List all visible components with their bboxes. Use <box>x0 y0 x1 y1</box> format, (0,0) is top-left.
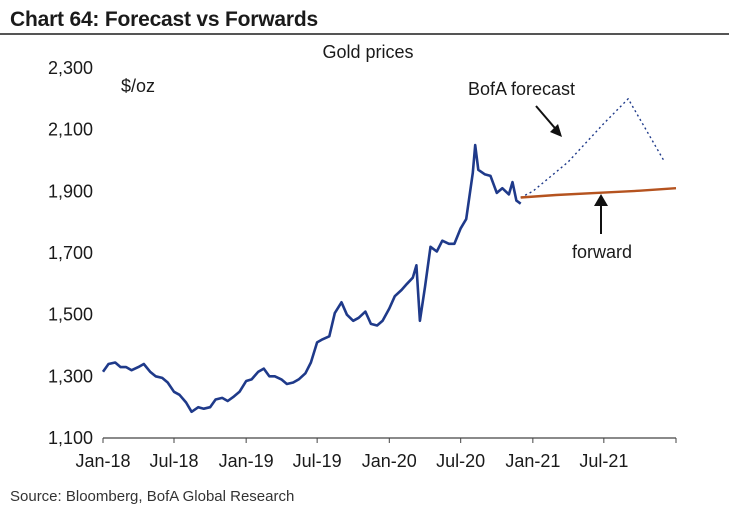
x-tick-labels: Jan-18 Jul-18 Jan-19 Jul-19 Jan-20 Jul-20 Jan-… <box>75 438 677 471</box>
source-note: Source: Bloomberg, BofA Global Research <box>10 488 295 505</box>
y-tick-labels: 1,100 1,300 1,500 1,700 1,900 2,100 2,300 <box>48 58 93 448</box>
y-tick-label: 2,300 <box>48 58 93 78</box>
x-tick-label: Jul-18 <box>149 451 198 471</box>
arrow-to-forecast <box>535 105 562 137</box>
gold-price-chart: Gold prices $/oz 1,100 1,300 1,500 1,700 1,9… <box>48 42 677 471</box>
chart-number-title: Chart 64: Forecast vs Forwards <box>10 8 318 31</box>
y-tick-label: 1,700 <box>48 243 93 263</box>
y-tick-label: 1,900 <box>48 181 93 201</box>
annotation-bofa-forecast: BofA forecast <box>468 79 575 99</box>
gold-spot-price-line <box>101 143 522 414</box>
forward-curve-line <box>520 187 677 199</box>
x-tick-label: Jul-21 <box>579 451 628 471</box>
y-tick-label: 1,100 <box>48 428 93 448</box>
x-tick-label: Jan-18 <box>75 451 130 471</box>
y-tick-label: 1,300 <box>48 366 93 386</box>
y-tick-label: 1,500 <box>48 305 93 325</box>
x-tick-label: Jul-19 <box>293 451 342 471</box>
bofa-forecast-line <box>520 98 665 199</box>
chart-title: Gold prices <box>322 42 413 62</box>
y-axis-unit-label: $/oz <box>121 76 155 96</box>
y-tick-label: 2,100 <box>48 120 93 140</box>
x-tick-label: Jan-19 <box>219 451 274 471</box>
x-tick-label: Jan-20 <box>362 451 417 471</box>
series-layer <box>101 98 677 414</box>
annotation-forward: forward <box>572 242 632 262</box>
header-divider <box>0 33 729 35</box>
x-tick-label: Jan-21 <box>505 451 560 471</box>
arrow-to-forward <box>594 194 608 234</box>
x-tick-label: Jul-20 <box>436 451 485 471</box>
report-header: Chart 64: Forecast vs Forwards <box>0 0 729 40</box>
